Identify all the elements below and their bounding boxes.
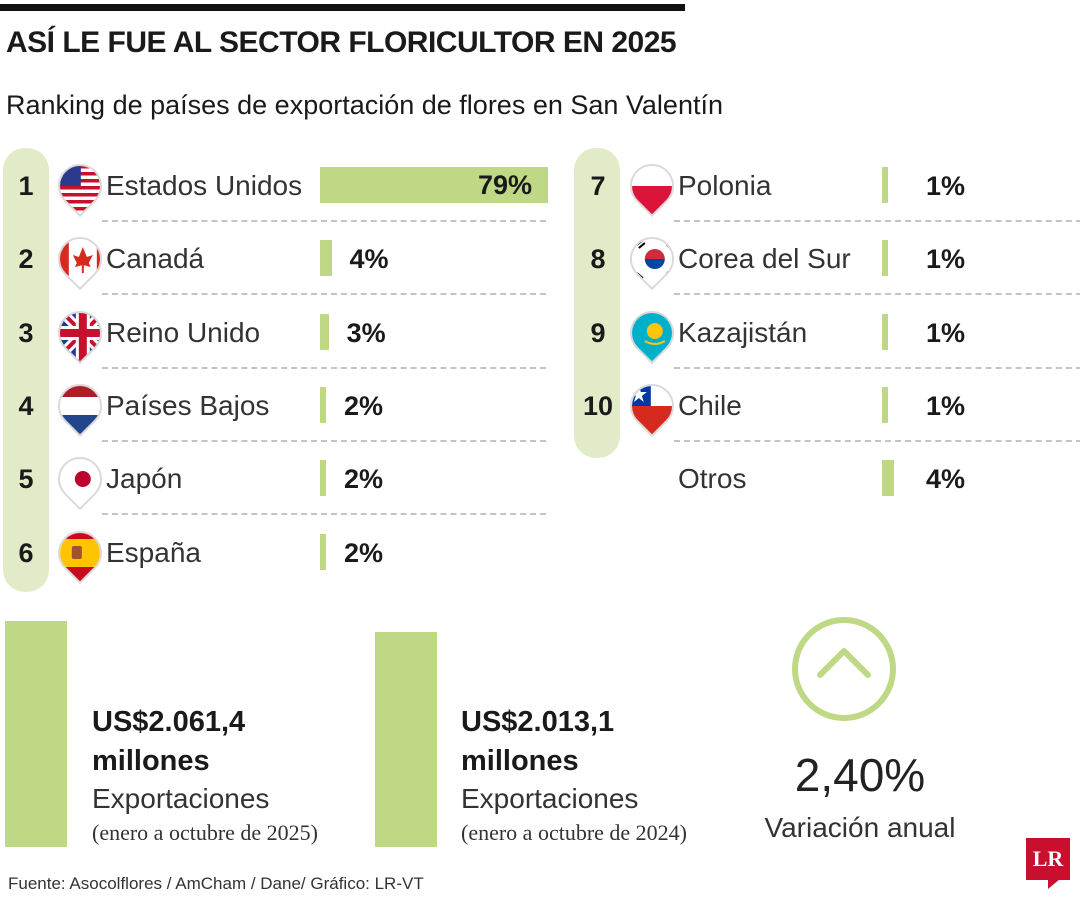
country-label: Chile: [678, 389, 742, 421]
data-label: 2%: [344, 537, 384, 568]
variation-value: 2,40%: [794, 749, 926, 801]
data-label: 1%: [926, 317, 966, 348]
country-label: Polonia: [678, 170, 772, 201]
ranking-row-reino-unido: 3 Reino Unido 3%: [4, 301, 524, 364]
bar-reino-unido: [320, 313, 329, 350]
ranking-row-estados-unidos: 1 Estados Unidos 79%: [4, 154, 548, 218]
stat-amount-2025: US$2.061,4: [92, 706, 246, 738]
rank-number: 6: [18, 537, 34, 568]
ranking-row-japon: 5 Japón 2%: [4, 448, 524, 511]
bar-chile: [882, 386, 888, 423]
rank-number: 5: [18, 464, 34, 495]
chart-subtitle: Ranking de países de exportación de flor…: [6, 90, 723, 120]
ranking-row-canada: 2 Canadá 4%: [4, 228, 524, 291]
country-label: Otros: [678, 463, 747, 495]
data-label: 4%: [926, 464, 966, 495]
row-divider: [674, 293, 1080, 296]
stat-amount-unit-2024: millones: [461, 745, 579, 777]
bar-espana: [320, 533, 326, 570]
chart-title: ASÍ LE FUE AL SECTOR FLORICULTOR EN 2025: [6, 26, 677, 59]
flag-canada-icon: [48, 228, 112, 291]
row-divider: [102, 220, 546, 222]
row-divider: [102, 439, 546, 442]
rank-number: 9: [590, 317, 606, 348]
bar-estados-unidos: [320, 167, 548, 203]
top-rule: [0, 4, 685, 11]
row-divider: [102, 513, 546, 516]
country-label: Kazajistán: [678, 316, 808, 348]
flag-uk-icon: [48, 301, 112, 364]
bar-paises-bajos: [320, 386, 326, 423]
rank-number: 10: [582, 390, 614, 421]
flag-kazakhstan-icon: [620, 301, 684, 364]
country-label: Corea del Sur: [678, 243, 851, 275]
data-label: 1%: [926, 244, 966, 275]
rank-column-right: [574, 148, 620, 458]
country-label: Países Bajos: [106, 389, 270, 421]
flag-poland-icon: [620, 154, 684, 218]
ranking-row-paises-bajos: 4 Países Bajos 2%: [4, 374, 524, 438]
rank-number: 2: [18, 244, 34, 275]
rank-number: 4: [18, 390, 34, 421]
bar-canada: [320, 240, 332, 277]
data-label: 4%: [349, 244, 389, 275]
logo-tail: [1048, 879, 1060, 889]
stat-bar-2024: [375, 632, 437, 847]
stat-amount-2024: US$2.013,1: [461, 706, 615, 738]
ranking-row-otros: Otros 4%: [576, 451, 1080, 507]
data-label: 3%: [346, 317, 386, 348]
rank-column-left: [3, 148, 49, 592]
row-divider: [674, 439, 1080, 442]
bar-polonia: [882, 167, 888, 203]
rank-number: 3: [18, 317, 34, 348]
country-label: Canadá: [106, 243, 205, 275]
country-label: España: [106, 536, 201, 568]
rank-number: 7: [590, 171, 606, 201]
country-label: Japón: [106, 463, 183, 495]
ranking-row-chile: 10 Chile 1%: [576, 374, 1080, 438]
data-label: 2%: [344, 464, 384, 495]
stat-label-2025: Exportaciones: [92, 783, 270, 814]
chevron-up-icon: [792, 617, 896, 721]
stat-bar-2025: [5, 621, 67, 847]
ranking-row-polonia: 7 Polonia 1%: [576, 154, 1080, 218]
variation-label: Variación anual: [764, 812, 956, 843]
flag-spain-icon: [48, 521, 112, 584]
stat-period-2025: (enero a octubre de 2025): [92, 820, 319, 845]
row-divider: [674, 366, 1080, 369]
country-label: Estados Unidos: [106, 170, 303, 201]
bar-kazajistan: [882, 313, 888, 350]
data-label: 2%: [344, 390, 384, 421]
bar-otros: [882, 460, 894, 497]
flag-netherlands-icon: [48, 374, 112, 438]
flag-japan-icon: [48, 448, 112, 511]
ranking-row-corea-del-sur: 8 Corea del Sur 1%: [576, 228, 1080, 291]
bar-japon: [320, 460, 326, 497]
data-label: 1%: [926, 171, 966, 201]
ranking-row-kazajistan: 9 Kazajistán 1%: [576, 301, 1080, 364]
row-divider: [102, 366, 546, 369]
stat-amount-unit-2025: millones: [92, 745, 210, 777]
bar-corea-del-sur: [882, 240, 888, 277]
row-divider: [102, 293, 546, 296]
data-label: 79%: [477, 170, 532, 200]
rank-number: 8: [590, 244, 606, 275]
ranking-row-espana: 6 España 2%: [4, 521, 524, 584]
country-label: Reino Unido: [106, 316, 261, 348]
source-note: Fuente: Asocolflores / AmCham / Dane/ Gr…: [8, 874, 424, 893]
lr-logo: LR: [1026, 838, 1070, 880]
data-label: 1%: [926, 390, 966, 421]
flag-south-korea-icon: [620, 228, 684, 291]
stat-period-2024: (enero a octubre de 2024): [461, 820, 688, 845]
row-divider: [674, 220, 1080, 222]
stat-label-2024: Exportaciones: [461, 783, 639, 814]
flag-us-icon: [48, 154, 112, 218]
rank-number: 1: [18, 171, 34, 201]
flag-chile-icon: [620, 374, 684, 438]
